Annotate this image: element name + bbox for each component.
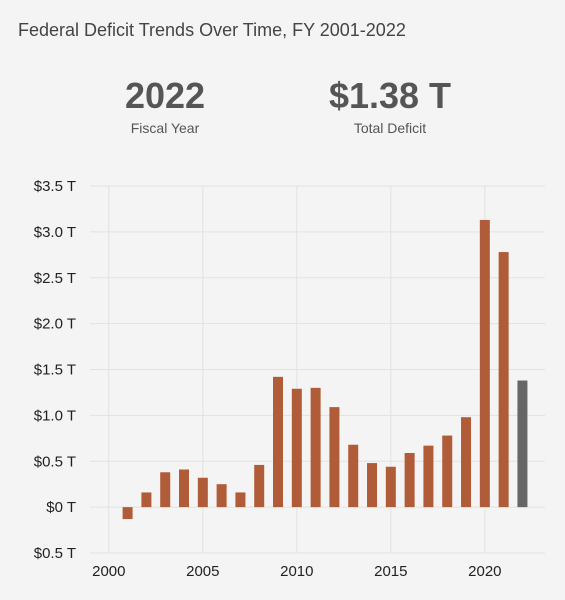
bar-2008 xyxy=(254,464,265,508)
y-tick-label: $2.5 T xyxy=(34,270,76,287)
bar-2018 xyxy=(442,435,453,508)
x-tick-label: 2010 xyxy=(280,563,313,580)
x-tick-label: 2015 xyxy=(374,563,407,580)
bar-2014 xyxy=(367,463,378,508)
fiscal-year-value: 2022 xyxy=(124,75,206,116)
total-deficit-value: $1.38 T xyxy=(328,75,452,116)
x-tick-label: 2005 xyxy=(186,563,219,580)
fiscal-year-stat: 2022 Fiscal Year xyxy=(105,75,225,137)
y-tick-label: $3.5 T xyxy=(34,178,76,195)
bar-2005 xyxy=(197,477,208,508)
chart-title: Federal Deficit Trends Over Time, FY 200… xyxy=(18,20,406,40)
bar-2017 xyxy=(423,445,434,508)
bar-2020 xyxy=(479,219,490,508)
y-tick-label: $0.5 T xyxy=(34,453,76,470)
fiscal-year-label: Fiscal Year xyxy=(130,120,200,136)
y-tick-label: $2.0 T xyxy=(34,316,76,333)
x-tick-label: 2020 xyxy=(468,563,501,580)
bar-2015 xyxy=(385,466,396,508)
bar-2007 xyxy=(235,492,246,508)
bar-2012 xyxy=(329,407,340,508)
bar-2006 xyxy=(216,484,227,508)
total-deficit-label: Total Deficit xyxy=(353,120,427,136)
y-tick-label: $1.0 T xyxy=(34,407,76,424)
bar-2019 xyxy=(461,417,472,508)
bar-2022 xyxy=(517,380,528,508)
bar-2009 xyxy=(273,376,284,508)
y-tick-label: $0 T xyxy=(46,499,76,516)
bar-2021 xyxy=(498,252,509,508)
y-tick-label: $0.5 T xyxy=(34,545,76,562)
total-deficit-stat: $1.38 T Total Deficit xyxy=(310,75,470,137)
bar-2016 xyxy=(404,452,415,508)
bar-2010 xyxy=(291,388,302,508)
bar-2002 xyxy=(141,492,152,508)
bar-2004 xyxy=(179,469,190,508)
bar-2011 xyxy=(310,387,321,508)
y-tick-label: $1.5 T xyxy=(34,362,76,379)
bar-2013 xyxy=(348,444,359,508)
y-tick-label: $3.0 T xyxy=(34,224,76,241)
bar-2003 xyxy=(160,472,171,508)
x-tick-label: 2000 xyxy=(92,563,125,580)
bar-2001 xyxy=(122,507,133,520)
